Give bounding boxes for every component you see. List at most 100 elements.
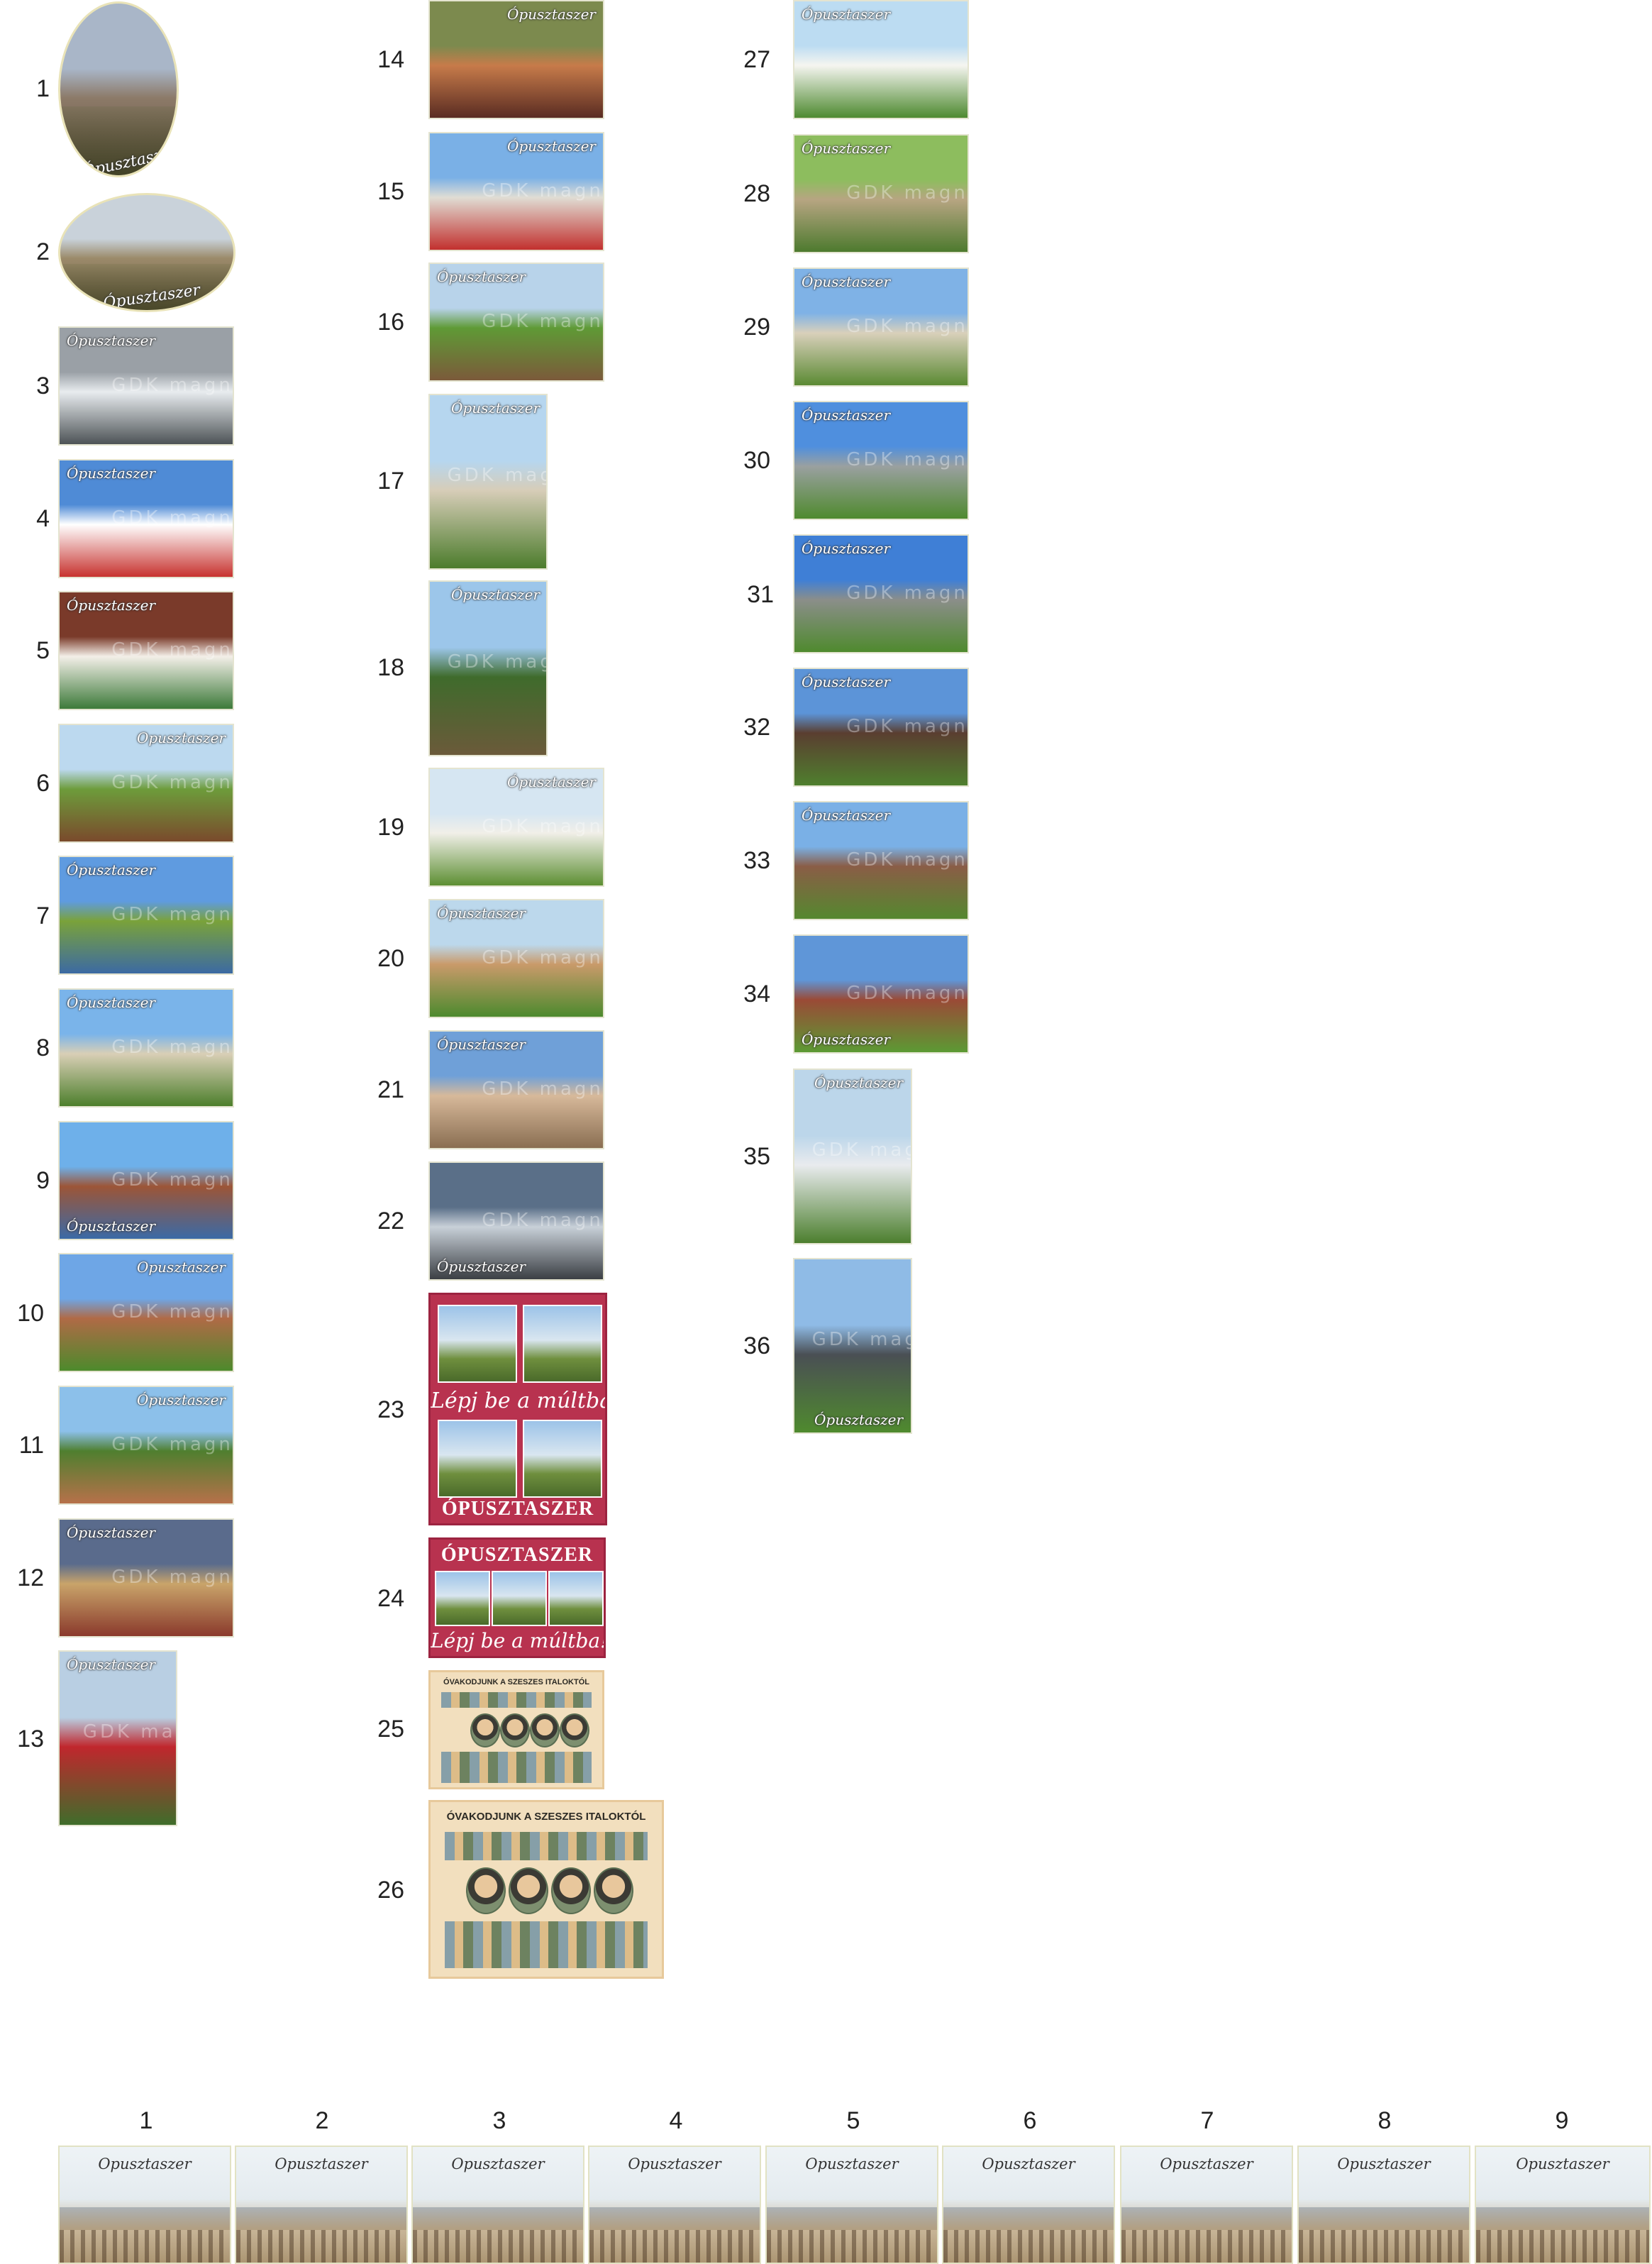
- item-number-16: 16: [377, 309, 404, 336]
- magnet-29[interactable]: GDK magnet Ópusztaszer: [793, 267, 969, 387]
- magnet-2-scene: [60, 264, 233, 310]
- panorama-magnet-4[interactable]: Opusztaszer: [588, 2146, 761, 2264]
- magnet-2[interactable]: Ópusztaszer: [58, 193, 235, 312]
- item-number-12: 12: [17, 1564, 44, 1591]
- panorama-8-scene: [1299, 2230, 1469, 2263]
- magnet-5-watermark: GDK magnet: [111, 639, 233, 661]
- magnet-35-watermark: GDK magnet: [811, 1139, 911, 1161]
- magnet-28[interactable]: GDK magnet Ópusztaszer: [793, 134, 969, 253]
- magnet-21-watermark: GDK magnet: [482, 1078, 604, 1100]
- magnet-31-caption: Ópusztaszer: [802, 540, 891, 557]
- magnet-36[interactable]: GDK magnet Ópusztaszer: [793, 1258, 912, 1434]
- magnet-30[interactable]: GDK magnet Ópusztaszer: [793, 401, 969, 520]
- magnet-18[interactable]: GDK magnet Ópusztaszer: [428, 580, 548, 756]
- item-number-4: 4: [36, 505, 50, 532]
- magnet-36-caption: Ópusztaszer: [814, 1411, 904, 1428]
- magnet-26-portrait-1: [466, 1867, 506, 1914]
- magnet-12[interactable]: GDK magnet Ópusztaszer: [58, 1518, 234, 1638]
- item-number-13: 13: [17, 1725, 44, 1752]
- magnet-20[interactable]: GDK magnet Ópusztaszer: [428, 899, 604, 1018]
- magnet-10[interactable]: GDK magnet Opusztaszer: [58, 1253, 234, 1372]
- item-number-29: 29: [743, 314, 770, 341]
- item-number-35: 35: [743, 1143, 770, 1170]
- magnet-7-watermark: GDK magnet: [111, 903, 233, 925]
- panorama-3-hills: [413, 2207, 583, 2231]
- magnet-16-watermark: GDK magnet: [482, 310, 604, 332]
- magnet-16[interactable]: GDK magnet Ópusztaszer: [428, 263, 604, 382]
- magnet-6-caption: Opusztaszer: [136, 729, 226, 746]
- item-number-25: 25: [377, 1716, 404, 1743]
- magnet-32-watermark: GDK magnet: [846, 715, 968, 737]
- magnet-4-caption: Ópusztaszer: [67, 465, 156, 482]
- magnet-35[interactable]: GDK magnet Ópusztaszer: [793, 1069, 912, 1244]
- item-number-30: 30: [743, 447, 770, 474]
- panorama-3-scene: [413, 2230, 583, 2263]
- magnet-17-caption: Ópusztaszer: [451, 399, 540, 416]
- magnet-21[interactable]: GDK magnet Ópusztaszer: [428, 1030, 604, 1149]
- magnet-32[interactable]: GDK magnet Ópusztaszer: [793, 668, 969, 787]
- magnet-5[interactable]: GDK magnet Ópusztaszer: [58, 591, 234, 710]
- magnet-32-caption: Ópusztaszer: [802, 673, 891, 690]
- magnet-11[interactable]: GDK magnet Ópusztaszer: [58, 1386, 234, 1505]
- magnet-8-caption: Ópusztaszer: [67, 994, 156, 1011]
- magnet-14[interactable]: Ópusztaszer: [428, 0, 604, 119]
- magnet-15[interactable]: GDK magnet Ópusztaszer: [428, 132, 604, 251]
- panorama-magnet-5[interactable]: Opusztaszer: [765, 2146, 938, 2264]
- magnet-25-portrait-1: [470, 1713, 500, 1747]
- magnet-7[interactable]: GDK magnet Ópusztaszer: [58, 856, 234, 975]
- magnet-19[interactable]: GDK magnet Ópusztaszer: [428, 768, 604, 887]
- panorama-5-hills: [767, 2207, 937, 2231]
- magnet-15-caption: Ópusztaszer: [506, 138, 596, 155]
- magnet-25[interactable]: ÓVAKODJUNK A SZESZES ITALOKTÓL: [428, 1670, 604, 1789]
- magnet-4[interactable]: GDK magnet Ópusztaszer: [58, 459, 234, 578]
- magnet-8[interactable]: GDK magnet Ópusztaszer: [58, 988, 234, 1108]
- magnet-31[interactable]: GDK magnet Ópusztaszer: [793, 534, 969, 653]
- magnet-24-photo-2: [492, 1571, 547, 1626]
- magnet-25-title: ÓVAKODJUNK A SZESZES ITALOKTÓL: [443, 1678, 589, 1686]
- magnet-24[interactable]: ÓPUSZTASZER Lépj be a múltba!: [428, 1537, 606, 1658]
- panorama-5-scene: [767, 2230, 937, 2263]
- magnet-20-watermark: GDK magnet: [482, 946, 604, 968]
- magnet-5-caption: Ópusztaszer: [67, 597, 156, 614]
- magnet-8-watermark: GDK magnet: [111, 1036, 233, 1058]
- magnet-35-caption: Ópusztaszer: [814, 1074, 904, 1091]
- panorama-magnet-2[interactable]: Opusztaszer: [235, 2146, 408, 2264]
- panorama-magnet-6[interactable]: Opusztaszer: [942, 2146, 1115, 2264]
- magnet-26-title: ÓVAKODJUNK A SZESZES ITALOKTÓL: [446, 1811, 646, 1823]
- panorama-magnet-7[interactable]: Opusztaszer: [1120, 2146, 1293, 2264]
- panorama-magnet-3[interactable]: Opusztaszer: [411, 2146, 584, 2264]
- magnet-33[interactable]: GDK magnet Ópusztaszer: [793, 801, 969, 920]
- magnet-13[interactable]: GDK magnet Ópusztaszer: [58, 1650, 177, 1826]
- panorama-6-caption: Opusztaszer: [982, 2155, 1075, 2172]
- magnet-34[interactable]: GDK magnet Ópusztaszer: [793, 934, 969, 1054]
- magnet-27[interactable]: Ópusztaszer: [793, 0, 969, 119]
- magnet-28-watermark: GDK magnet: [846, 182, 968, 204]
- magnet-22-caption: Ópusztaszer: [437, 1258, 526, 1275]
- magnet-1[interactable]: Ópusztaszer: [58, 1, 179, 177]
- magnet-17[interactable]: GDK magnet Ópusztaszer: [428, 394, 548, 570]
- item-number-3: 3: [36, 372, 50, 399]
- magnet-22-watermark: GDK magnet: [482, 1209, 604, 1231]
- magnet-22[interactable]: GDK magnet Ópusztaszer: [428, 1161, 604, 1281]
- magnet-23[interactable]: Lépj be a múltba! ÓPUSZTASZER: [428, 1293, 607, 1525]
- magnet-28-caption: Ópusztaszer: [802, 140, 891, 157]
- magnet-15-watermark: GDK magnet: [482, 180, 604, 201]
- magnet-25-portrait-4: [560, 1713, 589, 1747]
- panorama-magnet-8[interactable]: Opusztaszer: [1297, 2146, 1470, 2264]
- magnet-23-photo-monument: [438, 1305, 517, 1383]
- magnet-1-scene: [60, 106, 177, 175]
- magnet-3[interactable]: GDK magnet Ópusztaszer: [58, 326, 234, 446]
- panorama-number-2: 2: [315, 2107, 329, 2134]
- panorama-magnet-1[interactable]: Opusztaszer: [58, 2146, 231, 2264]
- magnet-6[interactable]: GDK magnet Opusztaszer: [58, 724, 234, 843]
- magnet-18-watermark: GDK magnet: [447, 651, 546, 673]
- item-number-27: 27: [743, 46, 770, 73]
- magnet-33-caption: Ópusztaszer: [802, 807, 891, 824]
- magnet-7-caption: Ópusztaszer: [67, 861, 156, 878]
- magnet-9[interactable]: GDK magnet Ópusztaszer: [58, 1121, 234, 1240]
- item-number-19: 19: [377, 814, 404, 841]
- magnet-26[interactable]: ÓVAKODJUNK A SZESZES ITALOKTÓL: [428, 1800, 664, 1979]
- panorama-magnet-9[interactable]: Opusztaszer: [1475, 2146, 1651, 2264]
- magnet-14-caption: Ópusztaszer: [506, 6, 596, 23]
